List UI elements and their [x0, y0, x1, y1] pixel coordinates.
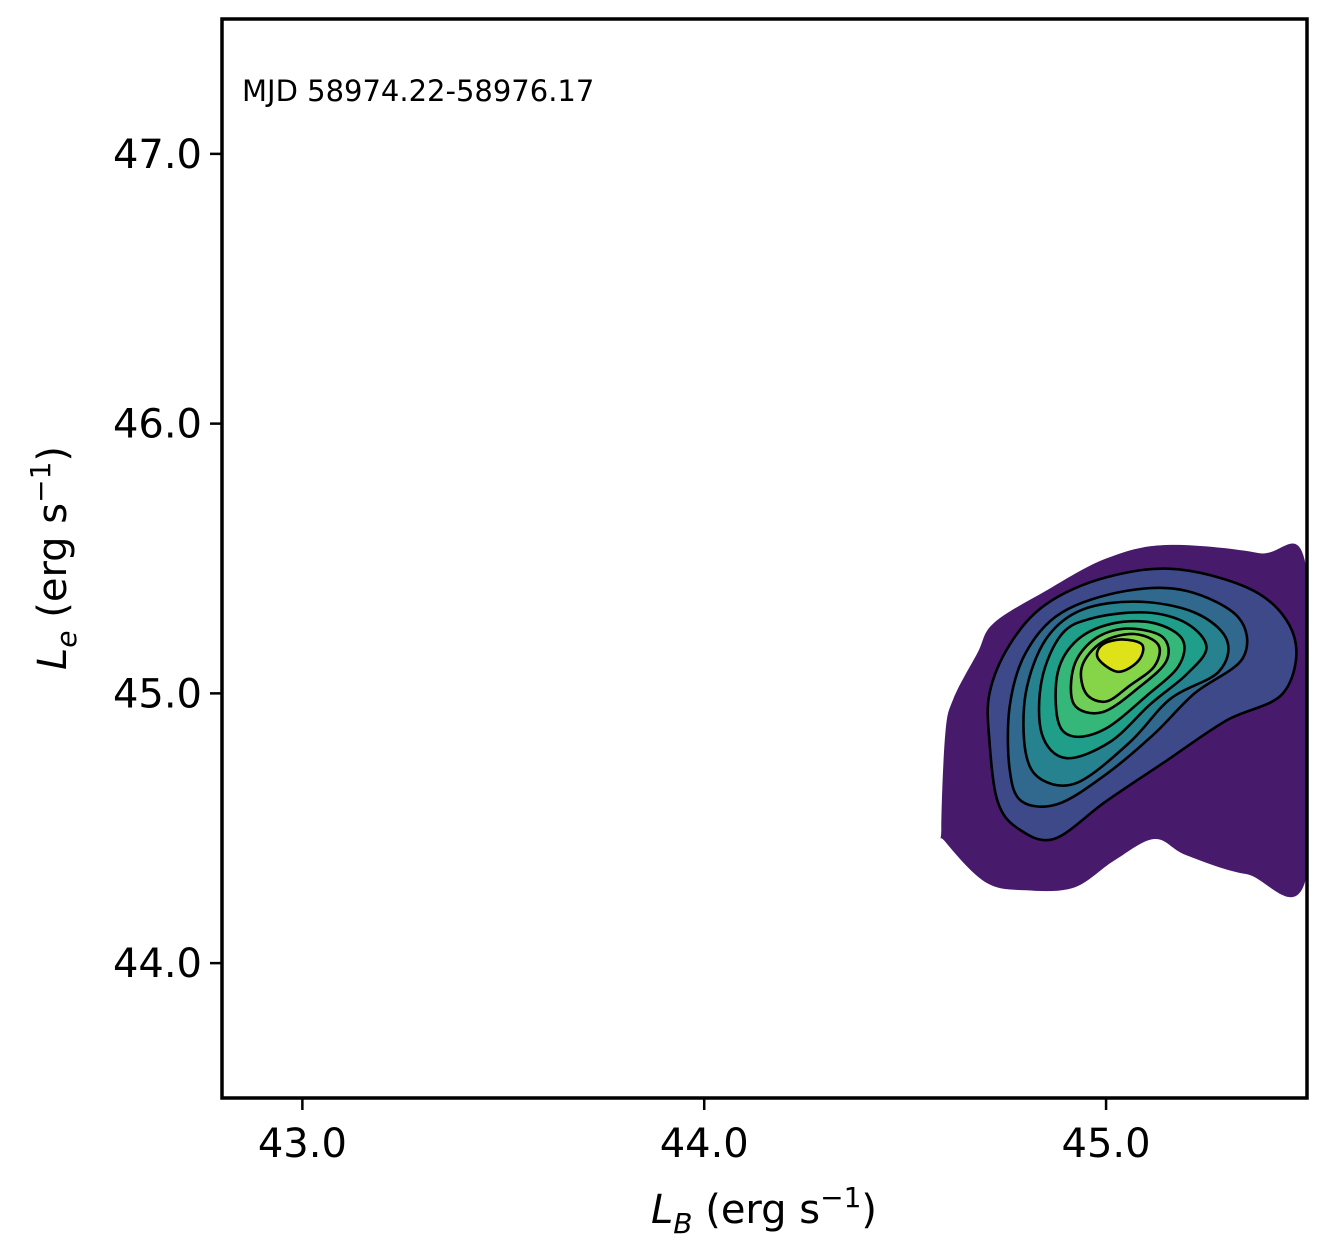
- x-tick-label: 44.0: [660, 1121, 749, 1167]
- x-axis-label: LB (erg s−1): [651, 1181, 877, 1240]
- y-tick-label: 44.0: [113, 941, 202, 987]
- mjd-annotation: MJD 58974.22-58976.17: [242, 74, 594, 108]
- x-tick-label: 45.0: [1062, 1121, 1151, 1167]
- y-tick-label: 47.0: [113, 132, 202, 178]
- plot-frame: [220, 17, 1309, 1100]
- y-tick-label: 46.0: [113, 402, 202, 448]
- x-tick-label: 43.0: [258, 1121, 347, 1167]
- y-axis: 44.0 45.0 46.0 47.0: [113, 132, 222, 987]
- y-axis-label: Le (erg s−1): [24, 446, 83, 670]
- x-axis: 43.0 44.0 45.0: [258, 1098, 1151, 1167]
- contour-level-9: [1095, 638, 1145, 674]
- density-contours: [940, 543, 1307, 898]
- y-tick-label: 45.0: [113, 671, 202, 717]
